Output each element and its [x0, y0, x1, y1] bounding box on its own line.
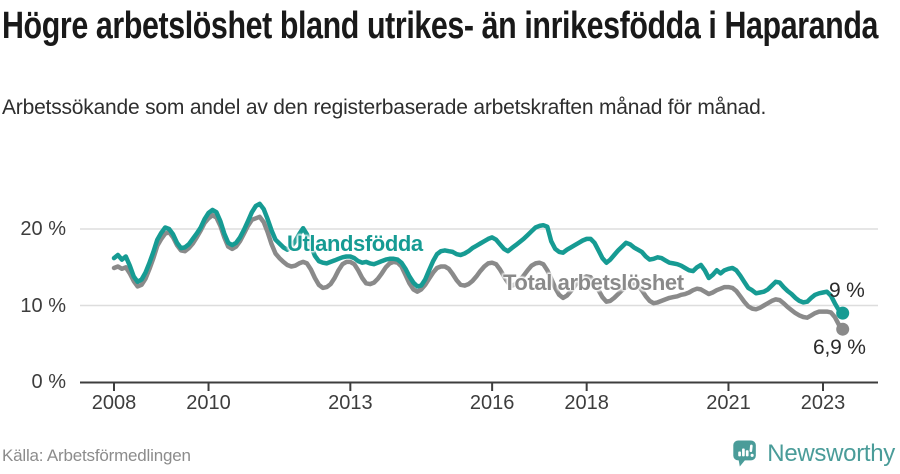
x-tick-label: 2013 [328, 392, 373, 414]
series-end-dot [836, 322, 850, 336]
series-line [111, 212, 845, 332]
source-note: Källa: Arbetsförmedlingen [2, 446, 191, 465]
newsworthy-bubble-chart-icon [732, 439, 758, 468]
y-tick-label: 10 % [20, 294, 66, 317]
x-tick-label: 2016 [469, 392, 515, 414]
x-tick-label: 2010 [186, 392, 231, 414]
newsworthy-wordmark: Newsworthy [767, 439, 895, 467]
x-tick-label: 2021 [706, 392, 751, 414]
page-subtitle: Arbetssökande som andel av den registerb… [2, 96, 767, 119]
x-tick-label: 2018 [564, 392, 609, 414]
end-value-label-total: 6,9 % [813, 336, 866, 359]
page-title: Högre arbetslöshet bland utrikes- än inr… [2, 5, 878, 47]
series-end-dot [836, 306, 850, 320]
newsworthy-logo: Newsworthy [732, 439, 895, 468]
x-tick-label: 2008 [91, 392, 137, 414]
series-label-total: Total arbetslöshet [503, 270, 684, 295]
series-line [111, 201, 845, 316]
series-label-utlandsfodda: Utlandsfödda [287, 231, 423, 256]
end-value-label-utlandsfodda: 9 % [829, 279, 865, 302]
y-tick-label: 20 % [20, 218, 66, 240]
y-tick-label: 0 % [31, 371, 66, 393]
x-tick-label: 2023 [800, 392, 846, 414]
